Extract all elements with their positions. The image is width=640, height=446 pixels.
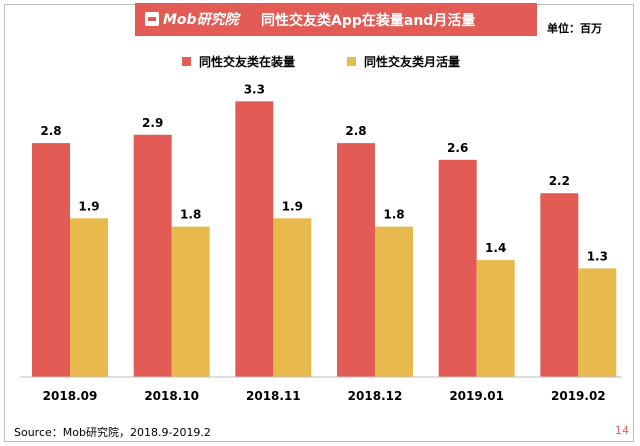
bar-mau [171,226,210,377]
bar-mau [273,218,312,377]
bar-installs [540,193,579,377]
legend-item-mau: 同性交友类月活量 [347,53,460,70]
x-tick-label: 2019.01 [449,389,504,403]
legend-label-installs: 同性交友类在装量 [199,55,296,69]
legend-swatch-mau [347,57,356,66]
page-number: 14 [615,424,629,437]
x-tick-label: 2019.02 [551,389,606,403]
bar-installs [32,143,70,377]
title-bar: Mob研究院 同性交友类App在装量and月活量 [135,3,537,36]
data-label: 2.8 [40,124,61,138]
bar-mau [476,260,515,377]
legend-swatch-installs [182,57,191,66]
legend-label-mau: 同性交友类月活量 [364,55,461,69]
bar-mau [375,226,413,377]
data-label: 1.9 [282,199,303,213]
brand-name: Mob研究院 [163,12,239,28]
x-tick-label: 2018.09 [43,389,98,403]
bar-installs [133,134,172,377]
bar-installs [235,101,274,378]
data-label: 2.9 [142,116,163,130]
data-label: 1.3 [587,249,608,263]
x-tick-label: 2018.12 [348,389,403,403]
data-label: 1.9 [78,199,99,213]
bar-installs [438,159,477,377]
data-label: 2.6 [447,141,468,155]
legend-item-installs: 同性交友类在装量 [182,53,295,70]
x-tick-label: 2018.11 [246,389,301,403]
data-label: 2.8 [345,124,366,138]
legend: 同性交友类在装量 同性交友类月活量 [0,53,640,69]
data-label: 3.3 [244,82,265,96]
bar-mau [578,268,617,377]
source-note: Source：Mob研究院，2018.9-2019.2 [14,426,211,439]
data-label: 2.2 [549,174,570,188]
bar-installs [337,143,375,377]
bar-mau [70,218,108,377]
data-label: 1.8 [180,208,201,222]
mob-logo-icon [145,12,159,26]
unit-label: 单位：百万 [547,22,602,35]
data-label: 1.4 [485,241,506,255]
data-label: 1.8 [383,208,404,222]
x-tick-label: 2018.10 [144,389,199,403]
chart-title: 同性交友类App在装量and月活量 [261,13,476,29]
brand-logo: Mob研究院 [145,9,239,29]
